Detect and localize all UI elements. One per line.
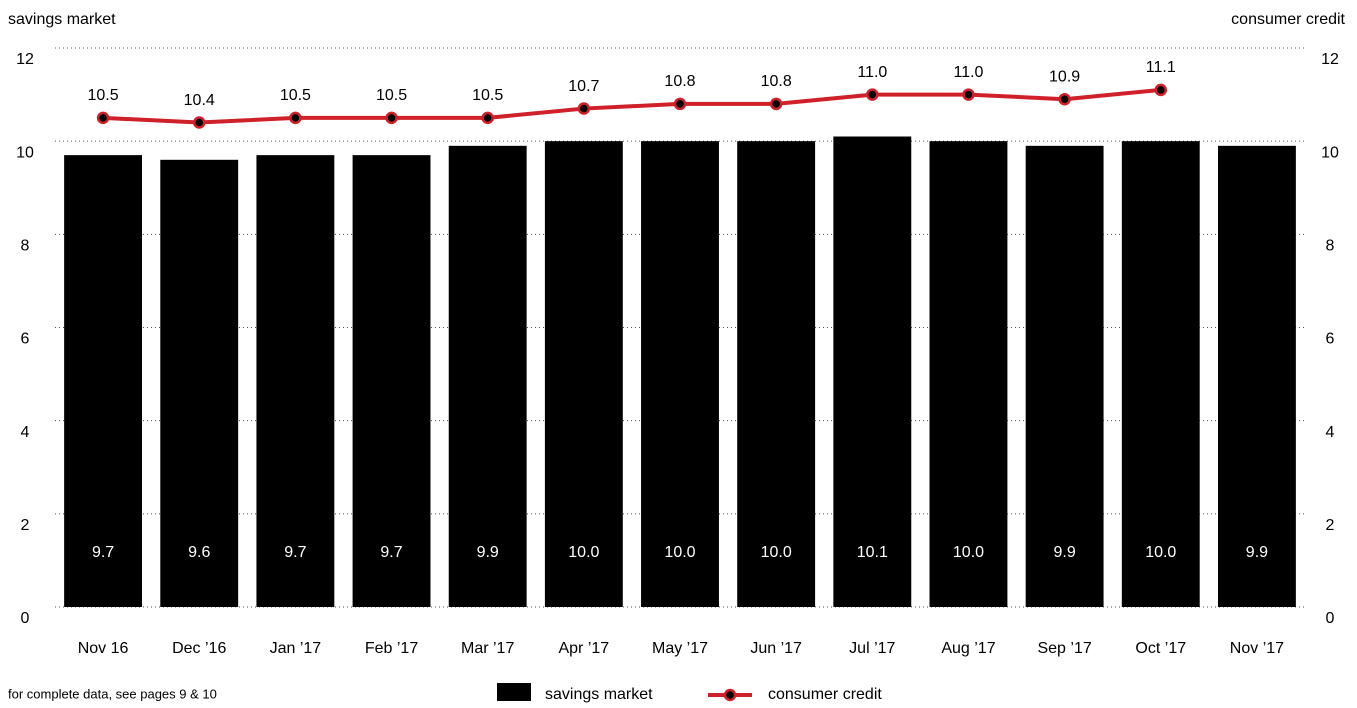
bar-value-label: 10.1 [857,544,888,561]
line-marker [962,88,975,101]
line-value-label: 10.7 [568,78,599,95]
line-marker [192,116,206,129]
bar-value-label: 9.7 [380,544,402,561]
y2-tick-label: 10 [1321,144,1339,161]
bar-value-label: 9.9 [1246,544,1268,561]
y2-tick-label: 0 [1326,610,1335,627]
x-tick-label: Dec ’16 [172,640,226,657]
bar [256,155,335,607]
x-tick-label: Jul ’17 [849,640,895,657]
line-value-label: 11.1 [1146,59,1176,76]
line-value-label: 10.9 [1049,68,1080,85]
y2-tick-label: 4 [1326,424,1335,441]
line-marker [866,88,879,101]
line-marker [769,97,783,111]
x-tick-label: May ’17 [652,640,708,657]
y2-axis-title: consumer credit [1231,11,1345,28]
bar-value-label: 10.0 [953,544,984,561]
line-marker [481,111,494,125]
line-value-label: 10.8 [761,73,792,90]
bar-value-label: 9.9 [477,544,499,561]
x-tick-label: Aug ’17 [941,640,995,657]
bar [641,141,719,607]
bar [1121,141,1200,607]
line [102,87,1161,125]
bar [737,141,816,607]
line-value-label: 10.5 [280,87,311,104]
line-value-label: 11.0 [857,64,887,81]
bar-value-label: 9.6 [188,544,210,561]
line-value-label: 10.4 [184,92,215,109]
line-marker [289,111,302,125]
legend-swatch [497,683,531,701]
line-marker [1058,92,1071,106]
x-tick-label: Apr ’17 [558,640,609,657]
line-value-label: 10.5 [88,87,119,104]
x-tick-label: Jun ’17 [750,640,802,657]
y-tick-label: 10 [16,144,34,161]
y-tick-label: 4 [21,424,30,441]
x-tick-label: Jan ’17 [270,640,322,657]
y-tick-label: 2 [21,517,30,534]
line-value-label: 10.8 [664,73,695,90]
bar-value-label: 10.0 [568,544,599,561]
line-marker [385,111,398,125]
x-tick-label: Sep ’17 [1037,640,1091,657]
bar-value-label: 9.7 [92,544,114,561]
bar-value-label: 10.0 [761,544,792,561]
line-marker [1154,83,1168,97]
legend-swatch [723,688,737,702]
x-tick-label: Mar ’17 [461,640,514,657]
y2-tick-label: 6 [1326,331,1335,348]
bar [929,141,1008,607]
bar [160,159,239,608]
x-tick-label: Oct ’17 [1135,640,1186,657]
x-tick-label: Feb ’17 [365,640,418,657]
bar-value-label: 10.0 [664,544,695,561]
y-axis-title: savings market [8,11,116,28]
bar-value-label: 9.7 [284,544,306,561]
bar [544,141,623,607]
bar [64,155,143,607]
line-value-label: 10.5 [472,87,503,104]
y-tick-label: 0 [21,610,30,627]
y2-tick-label: 8 [1326,238,1335,255]
line-marker [96,111,110,125]
bar-value-label: 10.0 [1145,544,1176,561]
legend-label: savings market [545,686,653,703]
bar [352,155,431,607]
bar [1217,145,1296,607]
x-tick-label: Nov ’17 [1230,640,1284,657]
bar [833,136,912,607]
y-tick-label: 6 [21,331,30,348]
bar [1025,145,1104,607]
line-marker [673,97,687,111]
y-tick-label: 8 [21,238,30,255]
y-tick-label: 12 [16,51,34,68]
footnote: for complete data, see pages 9 & 10 [8,686,217,701]
bar-value-label: 9.9 [1053,544,1075,561]
line-value-label: 11.0 [953,64,983,81]
x-tick-label: Nov 16 [78,640,129,657]
y2-tick-label: 12 [1321,51,1339,68]
line-value-label: 10.5 [376,87,407,104]
legend-label: consumer credit [768,686,882,703]
line-marker [577,102,591,115]
y2-tick-label: 2 [1326,517,1335,534]
bar [448,145,527,607]
